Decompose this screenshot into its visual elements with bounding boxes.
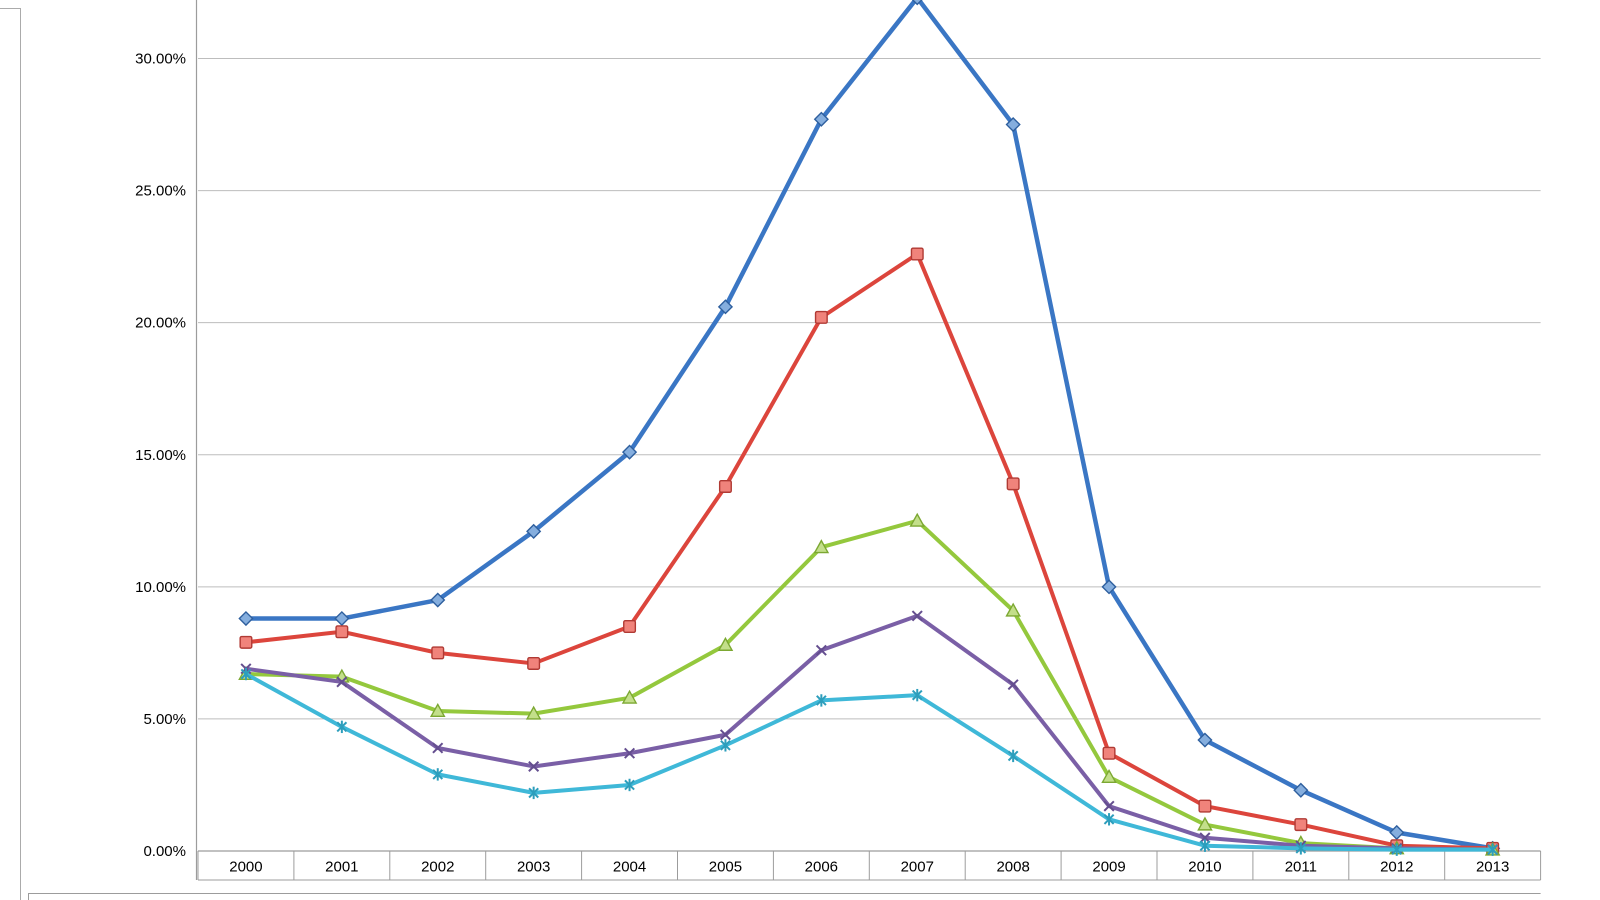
diamond-marker-icon <box>238 610 254 627</box>
x-axis-category-label: 2008 <box>996 859 1029 876</box>
y-axis-tick-label: 25.00% <box>135 183 186 200</box>
y-axis-tick-label: 10.00% <box>135 579 186 596</box>
series-4-purple-x-line <box>243 613 1495 852</box>
triangle-marker-icon <box>429 702 446 717</box>
square-marker-icon <box>1006 477 1020 491</box>
diamond-marker-icon <box>1005 116 1021 133</box>
x-marker-icon <box>432 742 444 754</box>
triangle-marker-icon <box>1005 602 1021 617</box>
diamond-marker-icon <box>1389 824 1405 841</box>
x-axis-category-label: 2000 <box>229 859 262 876</box>
x-axis-category-label: 2004 <box>613 859 646 876</box>
square-marker-icon <box>1198 799 1212 813</box>
triangle-marker-icon <box>1101 768 1117 784</box>
x-axis-category-label: 2011 <box>1285 859 1317 876</box>
diamond-marker-icon <box>334 610 350 627</box>
diamond-marker-icon <box>1197 732 1213 748</box>
diamond-marker-icon <box>911 0 923 6</box>
square-marker-icon <box>1294 818 1308 832</box>
square-marker-icon <box>910 247 924 261</box>
x-marker-icon <box>815 644 827 656</box>
triangle-marker-icon <box>909 512 926 527</box>
y-axis-tick-label: 15.00% <box>135 447 186 464</box>
y-axis-tick-label: 20.00% <box>135 315 186 332</box>
y-axis-tick-label: 5.00% <box>143 711 186 728</box>
x-axis-category-label: 2007 <box>901 859 934 876</box>
x-marker-icon <box>719 729 731 741</box>
diamond-marker-icon <box>621 444 638 460</box>
square-marker-icon <box>335 625 349 639</box>
square-marker-icon <box>1102 746 1116 760</box>
x-marker-icon <box>1199 832 1211 844</box>
square-marker-icon <box>718 479 732 493</box>
square-marker-icon <box>239 635 253 649</box>
x-axis-category-label: 2003 <box>517 859 550 876</box>
x-marker-icon <box>528 760 540 772</box>
triangle-marker-icon <box>717 636 734 651</box>
x-marker-icon <box>1007 679 1019 691</box>
y-axis-tick-label: 30.00% <box>135 51 186 68</box>
series-5-cyan-asterisk-line <box>243 672 1495 852</box>
diamond-marker-icon <box>1101 579 1117 595</box>
x-axis-category-label: 2001 <box>325 859 358 876</box>
diamond-marker-icon <box>717 299 734 315</box>
x-axis-category-label: 2012 <box>1380 859 1413 876</box>
x-axis-category-label: 2009 <box>1092 859 1125 876</box>
diamond-marker-icon <box>1293 782 1309 798</box>
series-2-red-square-line <box>243 251 1495 851</box>
x-marker-icon <box>911 610 923 622</box>
square-marker-icon <box>527 656 541 670</box>
square-marker-icon <box>814 310 828 324</box>
x-axis-category-label: 2010 <box>1188 859 1221 876</box>
x-marker-icon <box>336 676 348 688</box>
x-marker-icon <box>624 747 636 759</box>
triangle-marker-icon <box>621 689 638 704</box>
x-axis-category-label: 2002 <box>421 859 454 876</box>
y-axis-tick-label: 0.00% <box>143 843 186 860</box>
diamond-marker-icon <box>813 111 829 127</box>
x-axis-category-label: 2006 <box>805 859 838 876</box>
x-axis-category-label: 2013 <box>1476 859 1509 876</box>
triangle-marker-icon <box>1197 816 1213 831</box>
triangle-marker-icon <box>525 705 542 720</box>
series-3-green-triangle-line <box>243 518 1495 852</box>
x-marker-icon <box>1103 800 1115 812</box>
series-1-blue-diamond-line <box>243 0 1495 851</box>
square-marker-icon <box>431 646 445 660</box>
triangle-marker-icon <box>813 539 830 554</box>
x-axis-category-label: 2005 <box>709 859 742 876</box>
diamond-marker-icon <box>526 523 542 539</box>
diamond-marker-icon <box>430 592 446 608</box>
square-marker-icon <box>623 619 637 633</box>
